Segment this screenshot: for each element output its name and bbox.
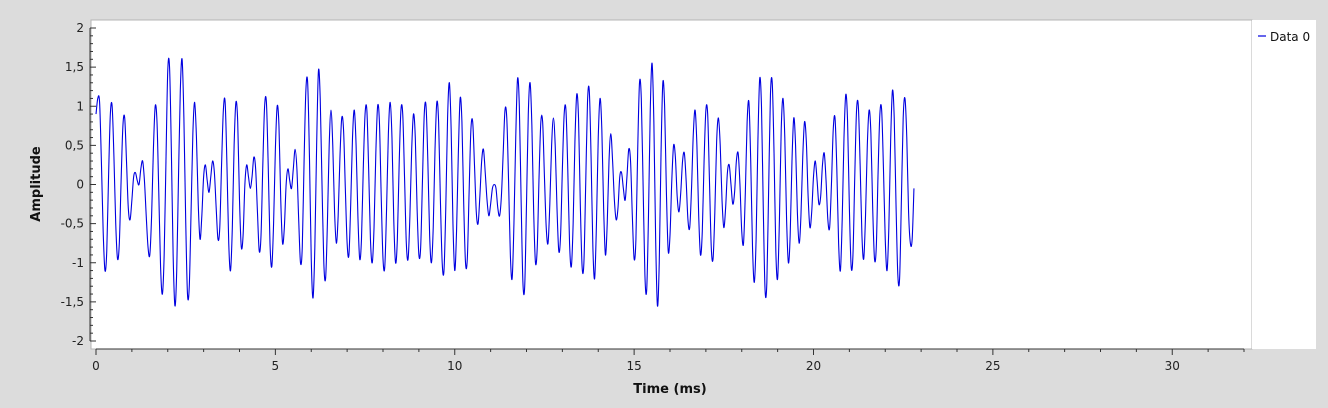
y-tick-label: 0,5 xyxy=(65,138,84,152)
x-tick-label: 20 xyxy=(806,359,821,373)
x-tick-label: 0 xyxy=(92,359,100,373)
y-tick-label: -1 xyxy=(72,256,84,270)
x-axis: 0 5 10 15 20 25 30 xyxy=(92,348,1245,373)
y-tick-label: 1 xyxy=(76,99,84,113)
series-layer xyxy=(95,57,915,307)
x-axis-title: Time (ms) xyxy=(633,382,706,397)
y-tick-label: 2 xyxy=(76,21,84,35)
x-tick-label: 25 xyxy=(985,359,1000,373)
x-tick-label: 10 xyxy=(447,359,462,373)
legend[interactable]: Data 0 xyxy=(1258,30,1310,44)
x-tick-label: 5 xyxy=(272,359,280,373)
y-axis: 2 1,5 1 0,5 0 -0,5 -1 -1,5 -2 xyxy=(61,21,96,348)
y-tick-label: -2 xyxy=(72,334,84,348)
y-tick-label: 0 xyxy=(76,178,84,192)
series-line-data-0 xyxy=(95,57,915,307)
y-tick-label: -1,5 xyxy=(61,295,84,309)
legend-panel xyxy=(1252,20,1316,349)
legend-label-data-0: Data 0 xyxy=(1270,30,1310,44)
y-tick-label: 1,5 xyxy=(65,60,84,74)
x-tick-label: 30 xyxy=(1165,359,1180,373)
y-axis-title: Amplitude xyxy=(29,146,44,222)
y-tick-label: -0,5 xyxy=(61,217,84,231)
x-tick-label: 15 xyxy=(626,359,641,373)
